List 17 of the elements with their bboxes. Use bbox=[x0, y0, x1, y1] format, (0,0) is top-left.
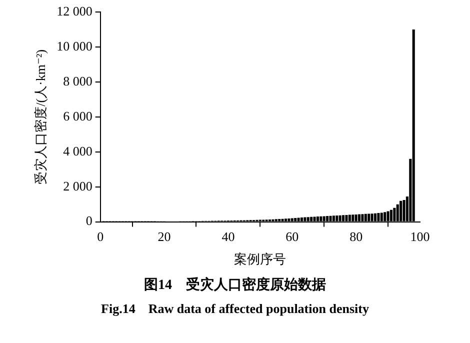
text: 图14 受灾人口密度原始数据 bbox=[143, 276, 327, 294]
y-tick-label: 8 000 bbox=[63, 73, 92, 88]
x-tick-label: 40 bbox=[222, 229, 235, 244]
x-tick-label: 80 bbox=[350, 229, 363, 244]
y-tick-label: 6 000 bbox=[63, 108, 92, 124]
text: Fig.14 Raw data of affected population density bbox=[100, 300, 370, 318]
x-tick-label: 0 bbox=[97, 229, 104, 244]
y-tick-label: 12 000 bbox=[56, 3, 92, 18]
y-tick-label: 2 000 bbox=[63, 178, 92, 194]
y-axis-title: 受灾人口密度/(人·km⁻²) bbox=[33, 49, 48, 184]
x-tick-label: 100 bbox=[410, 229, 430, 244]
x-tick-label: 20 bbox=[158, 229, 171, 244]
x-axis-title: 案例序号 bbox=[234, 252, 286, 267]
y-tick-label: 0 bbox=[86, 213, 92, 228]
y-tick-label: 4 000 bbox=[63, 143, 92, 158]
x-tick-label: 60 bbox=[286, 229, 299, 244]
y-tick-label: 10 000 bbox=[56, 38, 92, 54]
